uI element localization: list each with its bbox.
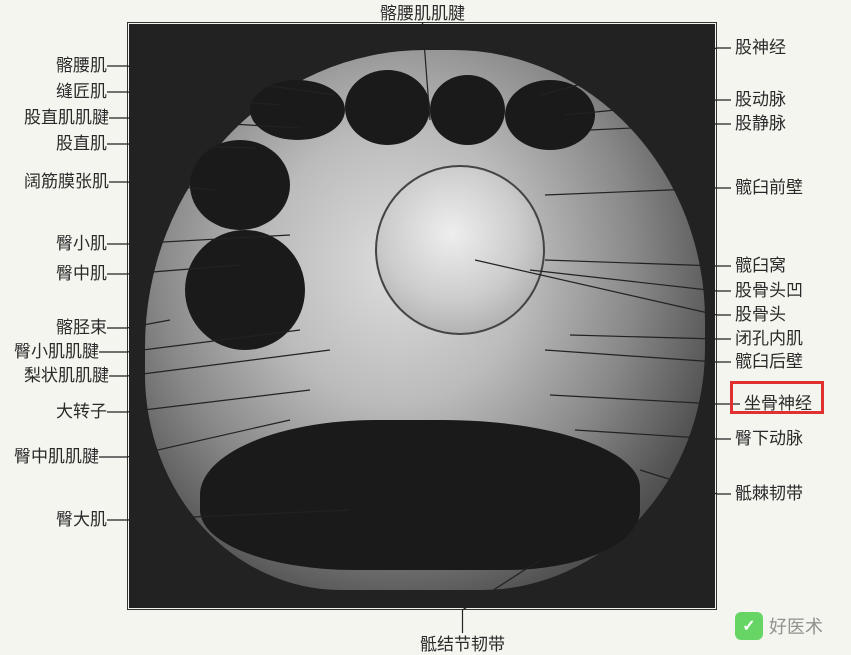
muscle-region [430, 75, 505, 145]
label-rectus-femoris: 股直肌 [56, 134, 107, 154]
label-femoral-nerve: 股神经 [735, 38, 786, 58]
label-sacrospinous-ligament: 骶棘韧带 [735, 484, 803, 504]
watermark-text: 好医术 [769, 613, 823, 639]
label-greater-trochanter: 大转子 [56, 402, 107, 422]
muscle-region [185, 230, 305, 350]
femoral-head [375, 165, 545, 335]
label-femoral-artery: 股动脉 [735, 90, 786, 110]
label-rectus-femoris-tendon: 股直肌肌腱 [24, 108, 109, 128]
label-iliotibial-tract: 髂胫束 [56, 318, 107, 338]
muscle-region [200, 420, 640, 570]
label-tensor-fasciae-latae: 阔筋膜张肌 [24, 172, 109, 192]
watermark-icon: ✓ [735, 612, 763, 640]
label-iliopsoas: 髂腰肌 [56, 56, 107, 76]
label-inferior-gluteal-artery: 臀下动脉 [735, 429, 803, 449]
label-posterior-acetabular-wall: 髋臼后壁 [735, 352, 803, 372]
label-femoral-vein: 股静脉 [735, 114, 786, 134]
muscle-region [190, 140, 290, 230]
label-anterior-acetabular-wall: 髋臼前壁 [735, 178, 803, 198]
label-sartorius: 缝匠肌 [56, 82, 107, 102]
label-gluteus-medius-tendon: 臀中肌肌腱 [14, 447, 99, 467]
label-gluteus-minimus-tendon: 臀小肌肌腱 [14, 342, 99, 362]
label-gluteus-medius: 臀中肌 [56, 264, 107, 284]
label-fovea-capitis: 股骨头凹 [735, 281, 803, 301]
label-femoral-head-label: 股骨头 [735, 305, 786, 325]
sciatic-nerve-highlight-box [730, 381, 824, 414]
label-iliopsoas-tendon: 髂腰肌肌腱 [380, 4, 465, 24]
muscle-region [250, 80, 345, 140]
label-acetabular-fossa: 髋臼窝 [735, 256, 786, 276]
muscle-region [505, 80, 595, 150]
label-gluteus-minimus: 臀小肌 [56, 234, 107, 254]
muscle-region [345, 70, 430, 145]
label-obturator-internus: 闭孔内肌 [735, 329, 803, 349]
label-piriformis-tendon: 梨状肌肌腱 [24, 366, 109, 386]
watermark: ✓ 好医术 [735, 612, 823, 640]
label-sacrotuberous-ligament: 骶结节韧带 [420, 635, 505, 655]
label-gluteus-maximus: 臀大肌 [56, 510, 107, 530]
